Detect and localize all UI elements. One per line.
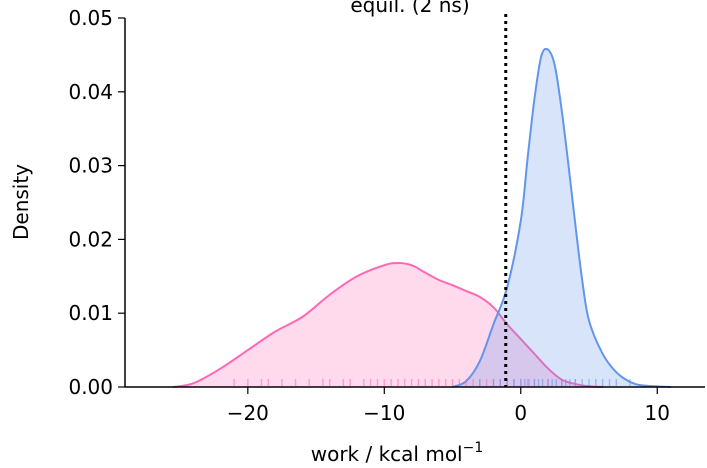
x-axis-label-superscript: −1 (463, 440, 484, 456)
x-tick-label: 10 (645, 401, 670, 425)
x-tick-label: −20 (227, 401, 269, 425)
plot-area (172, 14, 671, 388)
y-tick-label: 0.02 (68, 227, 113, 251)
density-line-0 (172, 262, 603, 388)
x-tick-label: 0 (514, 401, 527, 425)
y-tick-label: 0.01 (68, 301, 113, 325)
x-tick-label: −10 (363, 401, 405, 425)
density-fill-0 (172, 263, 603, 387)
y-axis-label: Density (9, 164, 33, 240)
y-tick-label: 0.04 (68, 80, 113, 104)
y-tick-label: 0.00 (68, 375, 113, 399)
y-tick-label: 0.03 (68, 154, 113, 178)
density-line-1 (452, 47, 671, 388)
axes: 0.00 0.01 0.02 0.03 0.04 0.05 −20 −10 0 10 (68, 6, 705, 425)
chart-title: equil. (2 ns) (350, 0, 469, 17)
x-axis-label-text: work / kcal mol (311, 442, 463, 466)
x-axis-label: work / kcal mol−1 (311, 440, 484, 466)
y-tick-label: 0.05 (68, 6, 113, 30)
